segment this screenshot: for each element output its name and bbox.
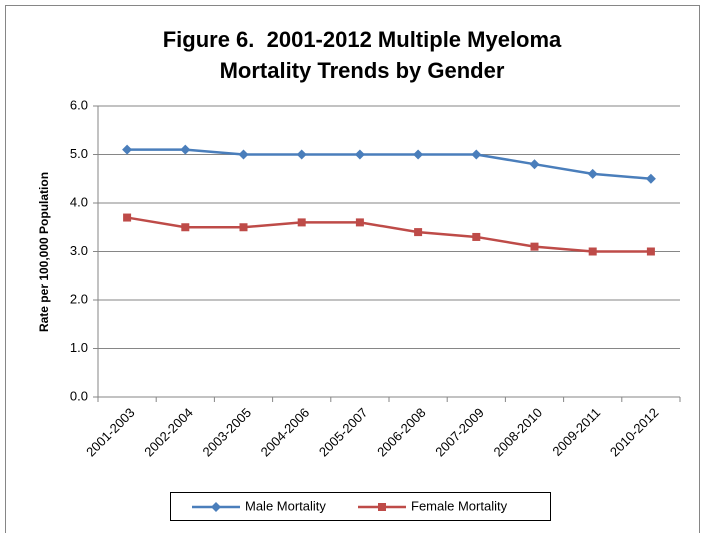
- marker: [529, 159, 540, 170]
- marker: [238, 149, 249, 160]
- y-tick-label: 0.0: [70, 388, 88, 403]
- y-tick-label: 4.0: [70, 194, 88, 209]
- marker: [646, 247, 655, 256]
- y-tick-label: 2.0: [70, 291, 88, 306]
- y-tick-label: 3.0: [70, 243, 88, 258]
- marker: [180, 144, 191, 155]
- series-line: [126, 216, 651, 253]
- marker: [413, 149, 424, 160]
- marker: [296, 149, 307, 160]
- legend-label: Female Mortality: [411, 498, 508, 513]
- y-axis-title: Rate per 100,000 Population: [37, 172, 51, 332]
- marker: [123, 213, 132, 222]
- marker: [645, 173, 656, 184]
- marker: [530, 242, 539, 251]
- y-tick-label: 6.0: [70, 97, 88, 112]
- legend-label: Male Mortality: [245, 498, 326, 513]
- marker: [471, 149, 482, 160]
- marker: [122, 144, 133, 155]
- legend-marker: [211, 502, 221, 512]
- marker: [355, 218, 364, 227]
- marker: [414, 228, 423, 237]
- marker: [472, 232, 481, 241]
- marker: [588, 247, 597, 256]
- marker: [587, 168, 598, 179]
- marker: [354, 149, 365, 160]
- marker: [239, 223, 248, 232]
- chart-border: [5, 5, 700, 533]
- chart-title: Figure 6. 2001-2012 Multiple Myeloma: [163, 27, 562, 52]
- y-tick-label: 1.0: [70, 340, 88, 355]
- series-line: [127, 148, 652, 180]
- y-tick-label: 5.0: [70, 146, 88, 161]
- chart-title: Mortality Trends by Gender: [220, 58, 505, 83]
- marker: [181, 223, 190, 232]
- marker: [297, 218, 306, 227]
- legend-marker: [378, 503, 386, 511]
